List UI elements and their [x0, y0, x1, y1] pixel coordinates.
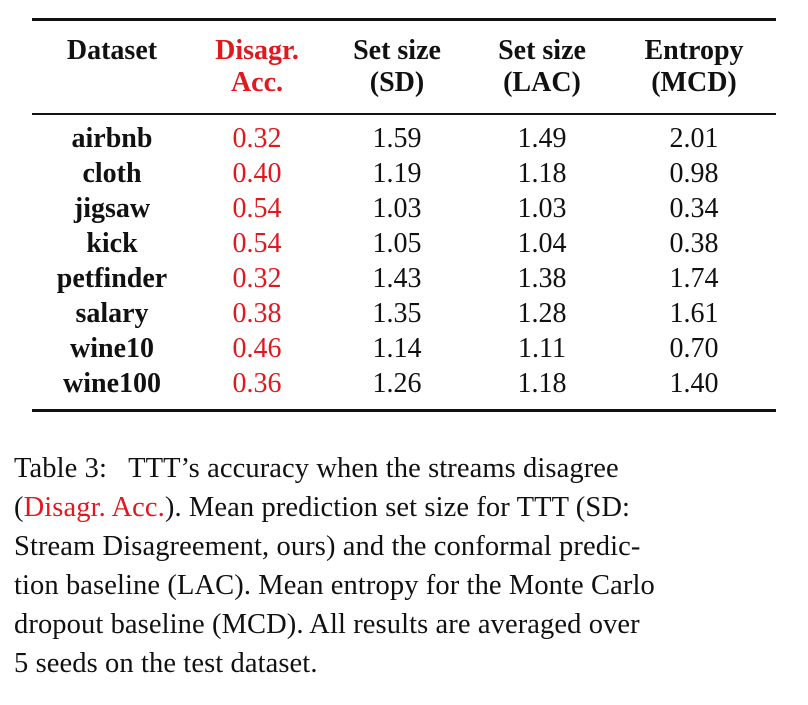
cell-set-size-lac: 1.49: [517, 123, 567, 154]
cell-dataset: jigsaw: [73, 193, 151, 224]
cell-set-size-sd: 1.43: [372, 263, 422, 294]
caption-line-1: Table 3: TTT’s accuracy when the streams…: [14, 453, 619, 484]
cell-set-size-sd: 1.26: [322, 366, 472, 412]
table-row: wine100 0.36 1.26 1.18 1.40: [32, 366, 776, 412]
results-table: Dataset Disagr. Acc. Set size (SD) Set s…: [32, 18, 776, 412]
cell-dataset: wine100: [32, 366, 192, 412]
cell-set-size-sd: 1.35: [372, 298, 422, 329]
header-disagr-acc-line2: Acc.: [230, 67, 284, 98]
caption-line-6: 5 seeds on the test dataset.: [14, 648, 318, 679]
cell-set-size-sd: 1.19: [372, 158, 422, 189]
cell-entropy-mcd: 1.40: [612, 366, 776, 412]
header-set-size-lac-line2: (LAC): [503, 67, 581, 98]
cell-dataset: cloth: [82, 158, 142, 189]
cell-set-size-lac: 1.04: [517, 228, 567, 259]
cell-dataset: salary: [75, 298, 149, 329]
table-row: airbnb 0.32 1.59 1.49 2.01: [32, 114, 776, 156]
header-set-size-lac: Set size (LAC): [472, 18, 612, 115]
caption-line-3: Stream Disagreement, ours) and the confo…: [14, 531, 641, 562]
cell-set-size-lac: 1.18: [472, 366, 612, 412]
table-header-row: Dataset Disagr. Acc. Set size (SD) Set s…: [32, 18, 776, 115]
header-set-size-lac-line1: Set size: [498, 35, 586, 66]
header-disagr-acc: Disagr. Acc.: [192, 18, 322, 115]
header-disagr-acc-line1: Disagr.: [215, 35, 299, 66]
header-dataset: Dataset: [32, 18, 192, 115]
cell-entropy-mcd: 0.70: [669, 333, 719, 364]
cell-entropy-mcd: 0.34: [669, 193, 719, 224]
cell-entropy-mcd: 1.74: [669, 263, 719, 294]
header-entropy-mcd-line1: Entropy: [644, 35, 744, 66]
cell-disagr-acc: 0.46: [232, 333, 282, 364]
table-caption: Table 3: TTT’s accuracy when the streams…: [14, 449, 796, 683]
cell-set-size-lac: 1.11: [518, 333, 566, 364]
cell-disagr-acc: 0.38: [232, 298, 282, 329]
caption-line-2: (Disagr. Acc.). Mean prediction set size…: [14, 488, 796, 527]
cell-disagr-acc: 0.54: [232, 193, 282, 224]
cell-set-size-sd: 1.14: [372, 333, 422, 364]
cell-set-size-lac: 1.28: [517, 298, 567, 329]
table-body: airbnb 0.32 1.59 1.49 2.01 cloth 0.40 1.…: [32, 114, 776, 412]
cell-disagr-acc: 0.36: [192, 366, 322, 412]
caption-line-4: tion baseline (LAC). Mean entropy for th…: [14, 570, 655, 601]
cell-set-size-sd: 1.03: [372, 193, 422, 224]
cell-entropy-mcd: 0.38: [669, 228, 719, 259]
cell-dataset: wine10: [70, 333, 154, 364]
table-row: kick 0.54 1.05 1.04 0.38: [32, 226, 776, 261]
caption-line-2-post: ). Mean prediction set size for TTT (SD:: [164, 492, 631, 523]
header-dataset-line1: Dataset: [66, 35, 158, 66]
cell-dataset: petfinder: [56, 263, 168, 294]
cell-set-size-lac: 1.03: [517, 193, 567, 224]
cell-disagr-acc: 0.40: [232, 158, 282, 189]
header-set-size-sd-line1: Set size: [353, 35, 441, 66]
cell-disagr-acc: 0.54: [232, 228, 282, 259]
table-row: wine10 0.46 1.14 1.11 0.70: [32, 331, 776, 366]
cell-set-size-sd: 1.05: [372, 228, 422, 259]
table-row: salary 0.38 1.35 1.28 1.61: [32, 296, 776, 331]
cell-set-size-sd: 1.59: [372, 123, 422, 154]
table-row: cloth 0.40 1.19 1.18 0.98: [32, 156, 776, 191]
header-set-size-sd: Set size (SD): [322, 18, 472, 115]
table-row: jigsaw 0.54 1.03 1.03 0.34: [32, 191, 776, 226]
header-entropy-mcd: Entropy (MCD): [612, 18, 776, 115]
cell-set-size-lac: 1.18: [517, 158, 567, 189]
results-table-container: Dataset Disagr. Acc. Set size (SD) Set s…: [32, 18, 776, 412]
cell-disagr-acc: 0.32: [232, 123, 282, 154]
cell-dataset: kick: [86, 228, 138, 259]
cell-disagr-acc: 0.32: [232, 263, 282, 294]
cell-entropy-mcd: 1.61: [669, 298, 719, 329]
header-set-size-sd-line2: (SD): [369, 67, 425, 98]
cell-entropy-mcd: 0.98: [669, 158, 719, 189]
cell-entropy-mcd: 2.01: [669, 123, 719, 154]
caption-disagr-acc-highlight: Disagr. Acc.: [23, 492, 165, 523]
cell-dataset: airbnb: [71, 123, 153, 154]
cell-set-size-lac: 1.38: [517, 263, 567, 294]
table-row: petfinder 0.32 1.43 1.38 1.74: [32, 261, 776, 296]
header-entropy-mcd-line2: (MCD): [651, 67, 737, 98]
caption-line-2-pre: (: [14, 492, 24, 523]
caption-line-5: dropout baseline (MCD). All results are …: [14, 609, 640, 640]
